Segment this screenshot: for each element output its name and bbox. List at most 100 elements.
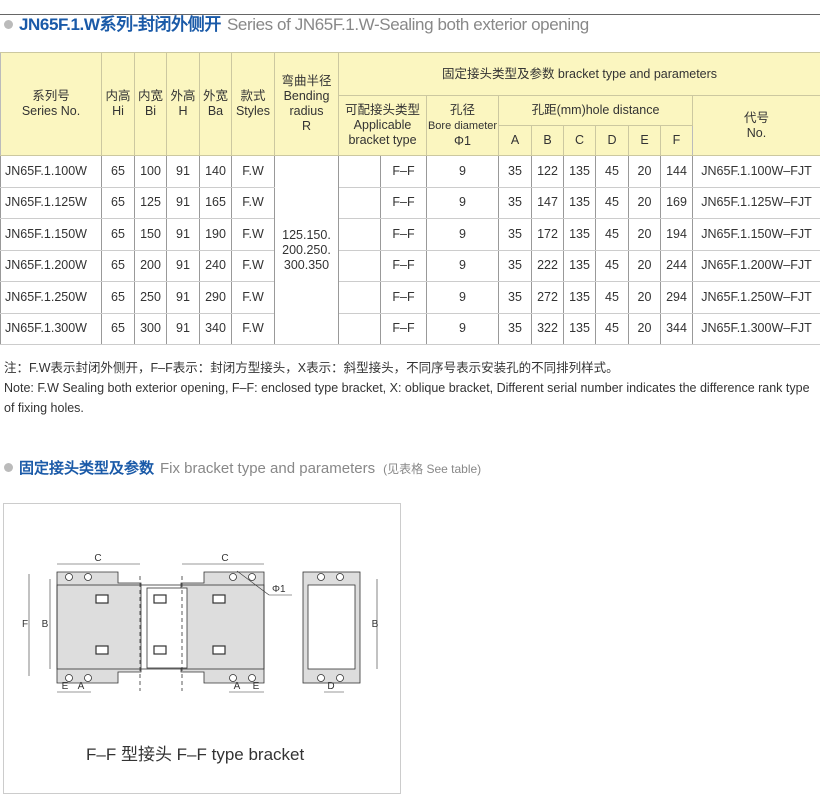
cell-d: 45 [595,312,629,345]
cell-bracket: F–F [380,312,427,345]
cell-bore: 9 [426,155,499,188]
cell-series: JN65F.1.125W [0,186,102,219]
cell-e: 20 [628,218,661,251]
cell-d: 45 [595,249,629,282]
mounting-hole [336,674,344,682]
cell-d: 45 [595,218,629,251]
cell-b: 272 [531,281,564,314]
mounting-hole [65,573,73,581]
cell-hi: 65 [101,218,135,251]
cell-empty [338,155,381,188]
table-row: JN65F.1.250W 65 250 91 290 F.W F–F 9 35 272 135 45 2… [0,281,820,314]
bullet-icon [4,20,13,29]
cell-e: 20 [628,186,661,219]
cell-c: 135 [563,186,596,219]
cell-empty [338,281,381,314]
note-en: Note: F.W Sealing both exterior opening,… [4,381,810,415]
cell-series: JN65F.1.300W [0,312,102,345]
top-rule [0,14,820,15]
cell-a: 35 [498,281,532,314]
page-title: JN65F.1.W系列-封闭外侧开 Series of JN65F.1.W-Sea… [4,10,589,35]
note: 注：F.W表示封闭外侧开，F–F表示：封闭方型接头，X表示：斜型接头，不同序号表… [4,358,819,418]
cell-code: JN65F.1.125W–FJT [692,186,820,219]
header-b: B [531,125,564,156]
header-hi: 内高 Hi [101,52,135,156]
cell-ba: 165 [199,186,232,219]
cell-empty [338,218,381,251]
cell-radius: 125.150. 200.250. 300.350 [274,155,339,345]
cell-hi: 65 [101,281,135,314]
cell-h: 91 [166,218,200,251]
cell-d: 45 [595,281,629,314]
header-bracket-group: 固定接头类型及参数 bracket type and parameters [338,52,820,96]
cell-code: JN65F.1.150W–FJT [692,218,820,251]
cell-code: JN65F.1.250W–FJT [692,281,820,314]
cell-bracket: F–F [380,155,427,188]
table-row: JN65F.1.150W 65 150 91 190 F.W F–F 9 35 172 135 45 2… [0,218,820,251]
header-d: D [595,125,629,156]
cell-c: 135 [563,155,596,188]
header-a: A [498,125,532,156]
cell-bi: 250 [134,281,167,314]
cell-b: 322 [531,312,564,345]
diagram-caption: F–F 型接头 F–F type bracket [86,745,305,764]
cell-bi: 150 [134,218,167,251]
cell-bi: 200 [134,249,167,282]
cell-f: 344 [660,312,693,345]
cell-h: 91 [166,312,200,345]
see-table: (见表格 See table) [383,462,482,476]
cell-h: 91 [166,155,200,188]
cell-hi: 65 [101,186,135,219]
label-a: A [78,681,85,692]
cell-bracket: F–F [380,186,427,219]
cell-ba: 140 [199,155,232,188]
cell-f: 144 [660,155,693,188]
cell-b: 222 [531,249,564,282]
cell-a: 35 [498,312,532,345]
header-ba: 外宽 Ba [199,52,232,156]
header-e: E [628,125,661,156]
label-e-right: E [253,681,260,692]
cell-d: 45 [595,155,629,188]
section-title-cn: 固定接头类型及参数 [19,460,155,477]
label-c: C [94,553,101,564]
header-applicable: 可配接头类型 Applicable bracket type [338,95,427,156]
cell-b: 147 [531,186,564,219]
cell-code: JN65F.1.200W–FJT [692,249,820,282]
cell-h: 91 [166,281,200,314]
label-b: B [42,619,49,630]
mounting-hole [336,573,344,581]
cell-series: JN65F.1.250W [0,281,102,314]
cell-bracket: F–F [380,218,427,251]
cell-bracket: F–F [380,281,427,314]
note-cn: 注：F.W表示封闭外侧开，F–F表示：封闭方型接头，X表示：斜型接头，不同序号表… [4,361,619,375]
cell-bi: 125 [134,186,167,219]
cell-b: 122 [531,155,564,188]
cell-e: 20 [628,281,661,314]
cell-bore: 9 [426,186,499,219]
mounting-hole [248,674,256,682]
mounting-hole [317,573,325,581]
cell-bracket: F–F [380,249,427,282]
cell-a: 35 [498,155,532,188]
cell-ba: 290 [199,281,232,314]
cell-code: JN65F.1.100W–FJT [692,155,820,188]
cell-series: JN65F.1.150W [0,218,102,251]
table-row: JN65F.1.200W 65 200 91 240 F.W F–F 9 35 222 135 45 2… [0,249,820,282]
cell-h: 91 [166,249,200,282]
cell-a: 35 [498,218,532,251]
cell-bore: 9 [426,249,499,282]
title-cn: JN65F.1.W系列-封闭外侧开 [19,15,221,34]
label-f: F [22,619,28,630]
mounting-hole [229,674,237,682]
label-e: E [62,681,69,692]
cell-style: F.W [231,249,275,282]
cell-a: 35 [498,249,532,282]
header-c: C [563,125,596,156]
cell-style: F.W [231,155,275,188]
cell-bi: 100 [134,155,167,188]
cell-h: 91 [166,186,200,219]
cell-bore: 9 [426,281,499,314]
cell-series: JN65F.1.100W [0,155,102,188]
header-f: F [660,125,693,156]
